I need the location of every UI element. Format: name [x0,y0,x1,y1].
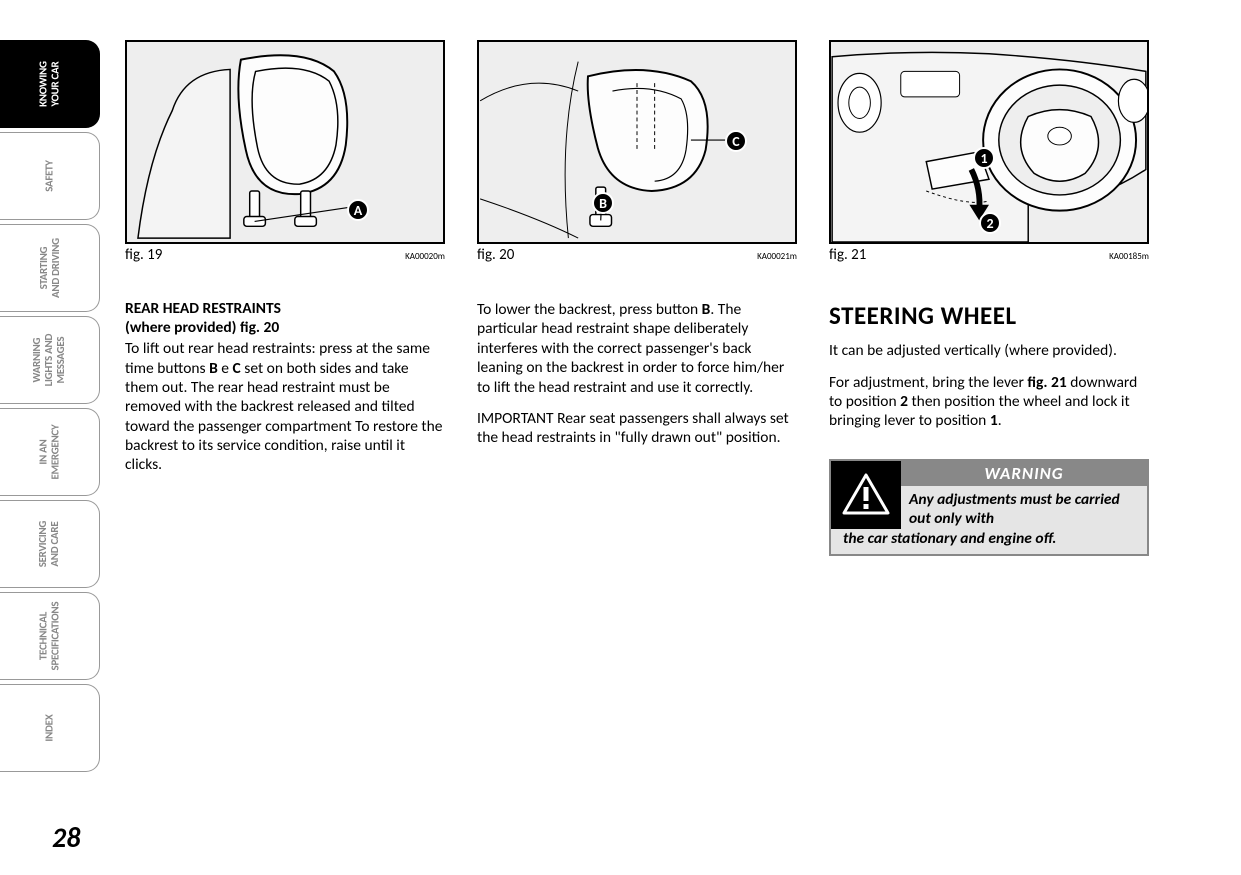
fig-21-caption: fig. 21 KA00185m [829,246,1149,264]
figure-19: A [125,40,445,244]
heading-text: REAR HEAD RESTRAINTS [125,299,281,318]
figure-19-col: A fig. 19 KA00020m [125,40,445,264]
column-1: REAR HEAD RESTRAINTS (where provided) fi… [125,300,445,556]
tab-label: WARNINGLIGHTS ANDMESSAGES [31,334,67,386]
tab-label: INDEX [43,714,55,741]
fig-code: KA00185m [1109,251,1149,262]
tab-label: SERVICINGAND CARE [37,521,61,567]
tab-technical-specs[interactable]: TECHNICALSPECIFICATIONS [0,592,100,680]
text-columns: REAR HEAD RESTRAINTS (where provided) fi… [125,300,1175,556]
rear-headrest-heading: REAR HEAD RESTRAINTS (where provided) fi… [125,300,445,337]
figure-19-illustration [127,42,443,242]
steering-wheel-heading: STEERING WHEEL [829,300,1149,331]
subheading-text: (where provided) fig. 20 [125,318,279,337]
fig-19-caption: fig. 19 KA00020m [125,246,445,264]
tab-safety[interactable]: SAFETY [0,132,100,220]
tab-label: STARTINGAND DRIVING [37,238,61,298]
figure-21: 1 2 [829,40,1149,244]
tab-label: KNOWINGYOUR CAR [37,61,61,107]
fig-code: KA00021m [757,251,797,262]
warning-body-bottom: the car stationary and engine off. [831,529,1147,554]
column-3: STEERING WHEEL It can be adjusted vertic… [829,300,1149,556]
tab-label: SAFETY [43,160,55,192]
figure-row: A fig. 19 KA00020m [125,40,1175,264]
callout-2: 2 [979,212,1001,234]
sidebar-tabs: KNOWINGYOUR CAR SAFETY STARTINGAND DRIVI… [0,40,100,776]
figure-21-col: 1 2 fig. 21 KA00185m [829,40,1149,264]
warning-body-top: Any adjustments must be carried out only… [901,486,1147,529]
fig-num: fig. 19 [125,246,162,264]
fig-num: fig. 20 [477,246,514,264]
callout-a: A [347,199,369,221]
col3-p1: It can be adjusted vertically (where pro… [829,341,1149,360]
page-content: A fig. 19 KA00020m [125,40,1175,556]
warning-right: WARNING Any adjustments must be carried … [901,461,1147,529]
figure-20-illustration [479,42,795,242]
tab-index[interactable]: INDEX [0,684,100,772]
col1-p1: To lift out rear head restraints: press … [125,339,445,475]
warning-title: WARNING [901,461,1147,486]
fig-20-caption: fig. 20 KA00021m [477,246,797,264]
tab-servicing-and-care[interactable]: SERVICINGAND CARE [0,500,100,588]
tab-warning-lights-messages[interactable]: WARNINGLIGHTS ANDMESSAGES [0,316,100,404]
fig-num: fig. 21 [829,246,866,264]
warning-header: WARNING Any adjustments must be carried … [831,461,1147,529]
warning-icon [831,461,901,529]
figure-20: B C [477,40,797,244]
col3-p2: For adjustment, bring the lever fig. 21 … [829,373,1149,431]
callout-1: 1 [973,147,995,169]
callout-b: B [592,192,614,214]
col2-p2: IMPORTANT Rear seat passengers shall alw… [477,409,797,448]
col2-p1: To lower the backrest, press button B. T… [477,300,797,397]
tab-label: IN ANEMERGENCY [37,425,61,480]
tab-starting-and-driving[interactable]: STARTINGAND DRIVING [0,224,100,312]
figure-20-col: B C fig. 20 KA00021m [477,40,797,264]
page-number: 28 [52,820,80,855]
tab-knowing-your-car[interactable]: KNOWINGYOUR CAR [0,40,100,128]
fig-code: KA00020m [405,251,445,262]
tab-in-an-emergency[interactable]: IN ANEMERGENCY [0,408,100,496]
callout-c: C [725,130,747,152]
tab-label: TECHNICALSPECIFICATIONS [37,602,61,671]
column-2: To lower the backrest, press button B. T… [477,300,797,556]
warning-box: WARNING Any adjustments must be carried … [829,459,1149,556]
